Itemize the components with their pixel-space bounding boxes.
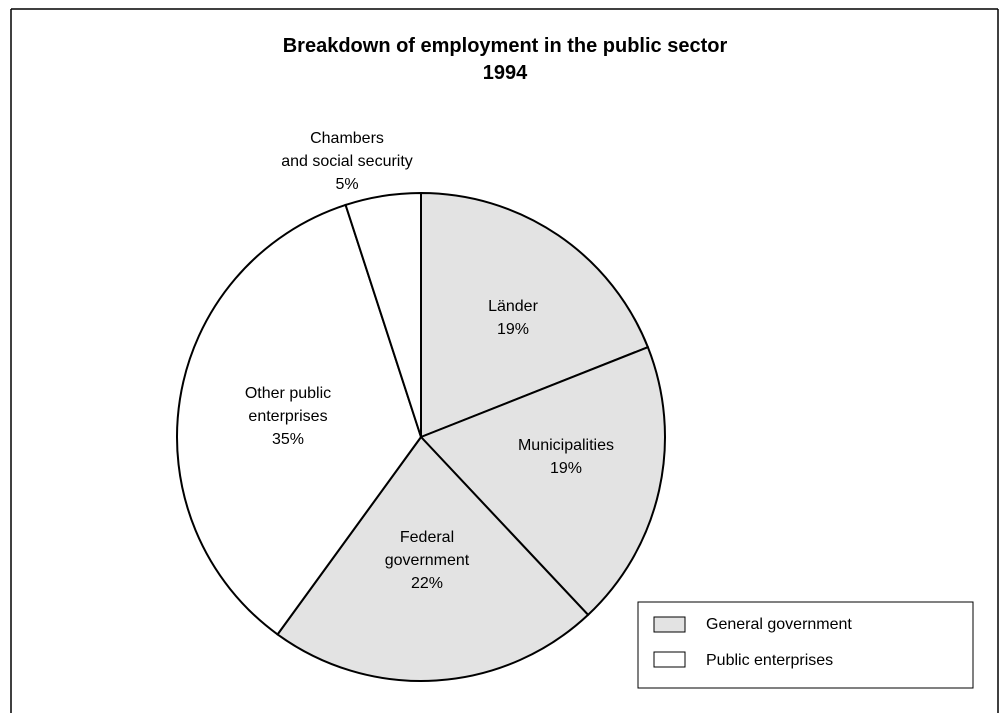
- slice-label-municipalities: Municipalities 19%: [518, 437, 614, 477]
- pie-slice-municipalities: [419, 345, 666, 617]
- legend: General government Public enterprises: [637, 601, 974, 689]
- pie-slice-federal-government: [276, 435, 590, 682]
- pie-slices: [176, 191, 666, 682]
- legend-label-public-enterprises: Public enterprises: [706, 652, 833, 669]
- pie-slice-l-nder: [420, 191, 650, 439]
- chart-title: Breakdown of employment in the public se…: [283, 35, 728, 57]
- legend-box: [637, 601, 974, 689]
- legend-swatch-public-enterprises: [653, 651, 686, 668]
- pie-slice-other-public-enterprises: [176, 203, 423, 636]
- slice-label-l-nder: Länder 19%: [488, 298, 538, 338]
- slice-label-other-public-enterprises: Other public enterprises 35%: [245, 385, 331, 448]
- legend-swatch-general-government: [653, 616, 686, 633]
- slice-label-chambers-and-social-security: Chambers and social security 5%: [281, 130, 413, 193]
- pie-slice-chambers-and-social-security: [344, 191, 422, 438]
- slice-labels: Länder 19% Municipalities 19% Federal governm…: [245, 130, 614, 592]
- chart-subtitle: 1994: [483, 62, 528, 84]
- legend-label-general-government: General government: [706, 616, 852, 633]
- slice-label-federal-government: Federal government 22%: [385, 529, 470, 592]
